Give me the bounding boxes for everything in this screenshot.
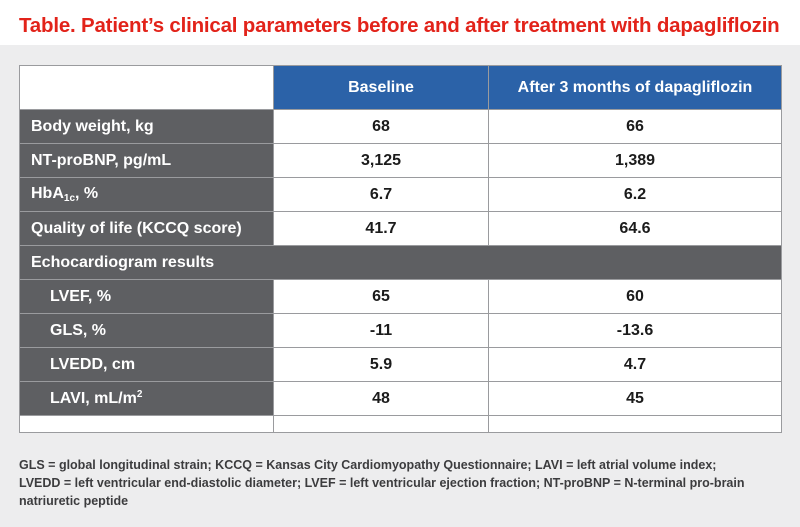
- after-value: 60: [488, 279, 782, 314]
- row-label-hba1c: HbA1c, %: [19, 177, 274, 212]
- row-label-gls: GLS, %: [19, 313, 274, 348]
- hba1c-label-subscript: 1c: [63, 193, 76, 204]
- header-baseline: Baseline: [273, 65, 489, 110]
- spacer-cell: [19, 415, 274, 433]
- baseline-value: -11: [273, 313, 489, 348]
- table-row: Body weight, kg 68 66: [19, 109, 782, 144]
- spacer-cell: [273, 415, 489, 433]
- header-blank-cell: [19, 65, 274, 110]
- section-row: Echocardiogram results: [19, 245, 782, 280]
- baseline-value: 48: [273, 381, 489, 416]
- table-row: NT-proBNP, pg/mL 3,125 1,389: [19, 143, 782, 178]
- row-label-nt-probnp: NT-proBNP, pg/mL: [19, 143, 274, 178]
- baseline-value: 65: [273, 279, 489, 314]
- baseline-value: 6.7: [273, 177, 489, 212]
- table-row: LVEF, % 65 60: [19, 279, 782, 314]
- after-value: 4.7: [488, 347, 782, 382]
- after-value: 45: [488, 381, 782, 416]
- row-label-quality-of-life: Quality of life (KCCQ score): [19, 211, 274, 246]
- spacer-cell: [488, 415, 782, 433]
- footnote: GLS = global longitudinal strain; KCCQ =…: [19, 458, 745, 508]
- row-label-lvedd: LVEDD, cm: [19, 347, 274, 382]
- baseline-value: 68: [273, 109, 489, 144]
- table-title: Table. Patient’s clinical parameters bef…: [19, 14, 780, 37]
- table-row: Quality of life (KCCQ score) 41.7 64.6: [19, 211, 782, 246]
- table-row: HbA1c, % 6.7 6.2: [19, 177, 782, 212]
- lavi-label-main: LAVI, mL/m: [50, 390, 137, 407]
- table-spacer-row: [19, 415, 782, 433]
- clinical-parameters-table: Baseline After 3 months of dapagliflozin…: [19, 65, 782, 433]
- row-label-body-weight: Body weight, kg: [19, 109, 274, 144]
- after-value: 1,389: [488, 143, 782, 178]
- baseline-value: 41.7: [273, 211, 489, 246]
- baseline-value: 3,125: [273, 143, 489, 178]
- after-value: 6.2: [488, 177, 782, 212]
- baseline-value: 5.9: [273, 347, 489, 382]
- row-label-lvef: LVEF, %: [19, 279, 274, 314]
- header-after-3-months: After 3 months of dapagliflozin: [488, 65, 782, 110]
- table-header-row: Baseline After 3 months of dapagliflozin: [19, 65, 782, 110]
- lavi-label-superscript: 2: [136, 389, 143, 400]
- hba1c-label-main: HbA: [31, 185, 64, 202]
- after-value: 64.6: [488, 211, 782, 246]
- table-row: LAVI, mL/m2 48 45: [19, 381, 782, 416]
- section-echocardiogram-results: Echocardiogram results: [19, 245, 782, 280]
- row-label-lavi: LAVI, mL/m2: [19, 381, 274, 416]
- table-row: LVEDD, cm 5.9 4.7: [19, 347, 782, 382]
- hba1c-label-unit: , %: [75, 185, 99, 202]
- after-value: 66: [488, 109, 782, 144]
- after-value: -13.6: [488, 313, 782, 348]
- table-row: GLS, % -11 -13.6: [19, 313, 782, 348]
